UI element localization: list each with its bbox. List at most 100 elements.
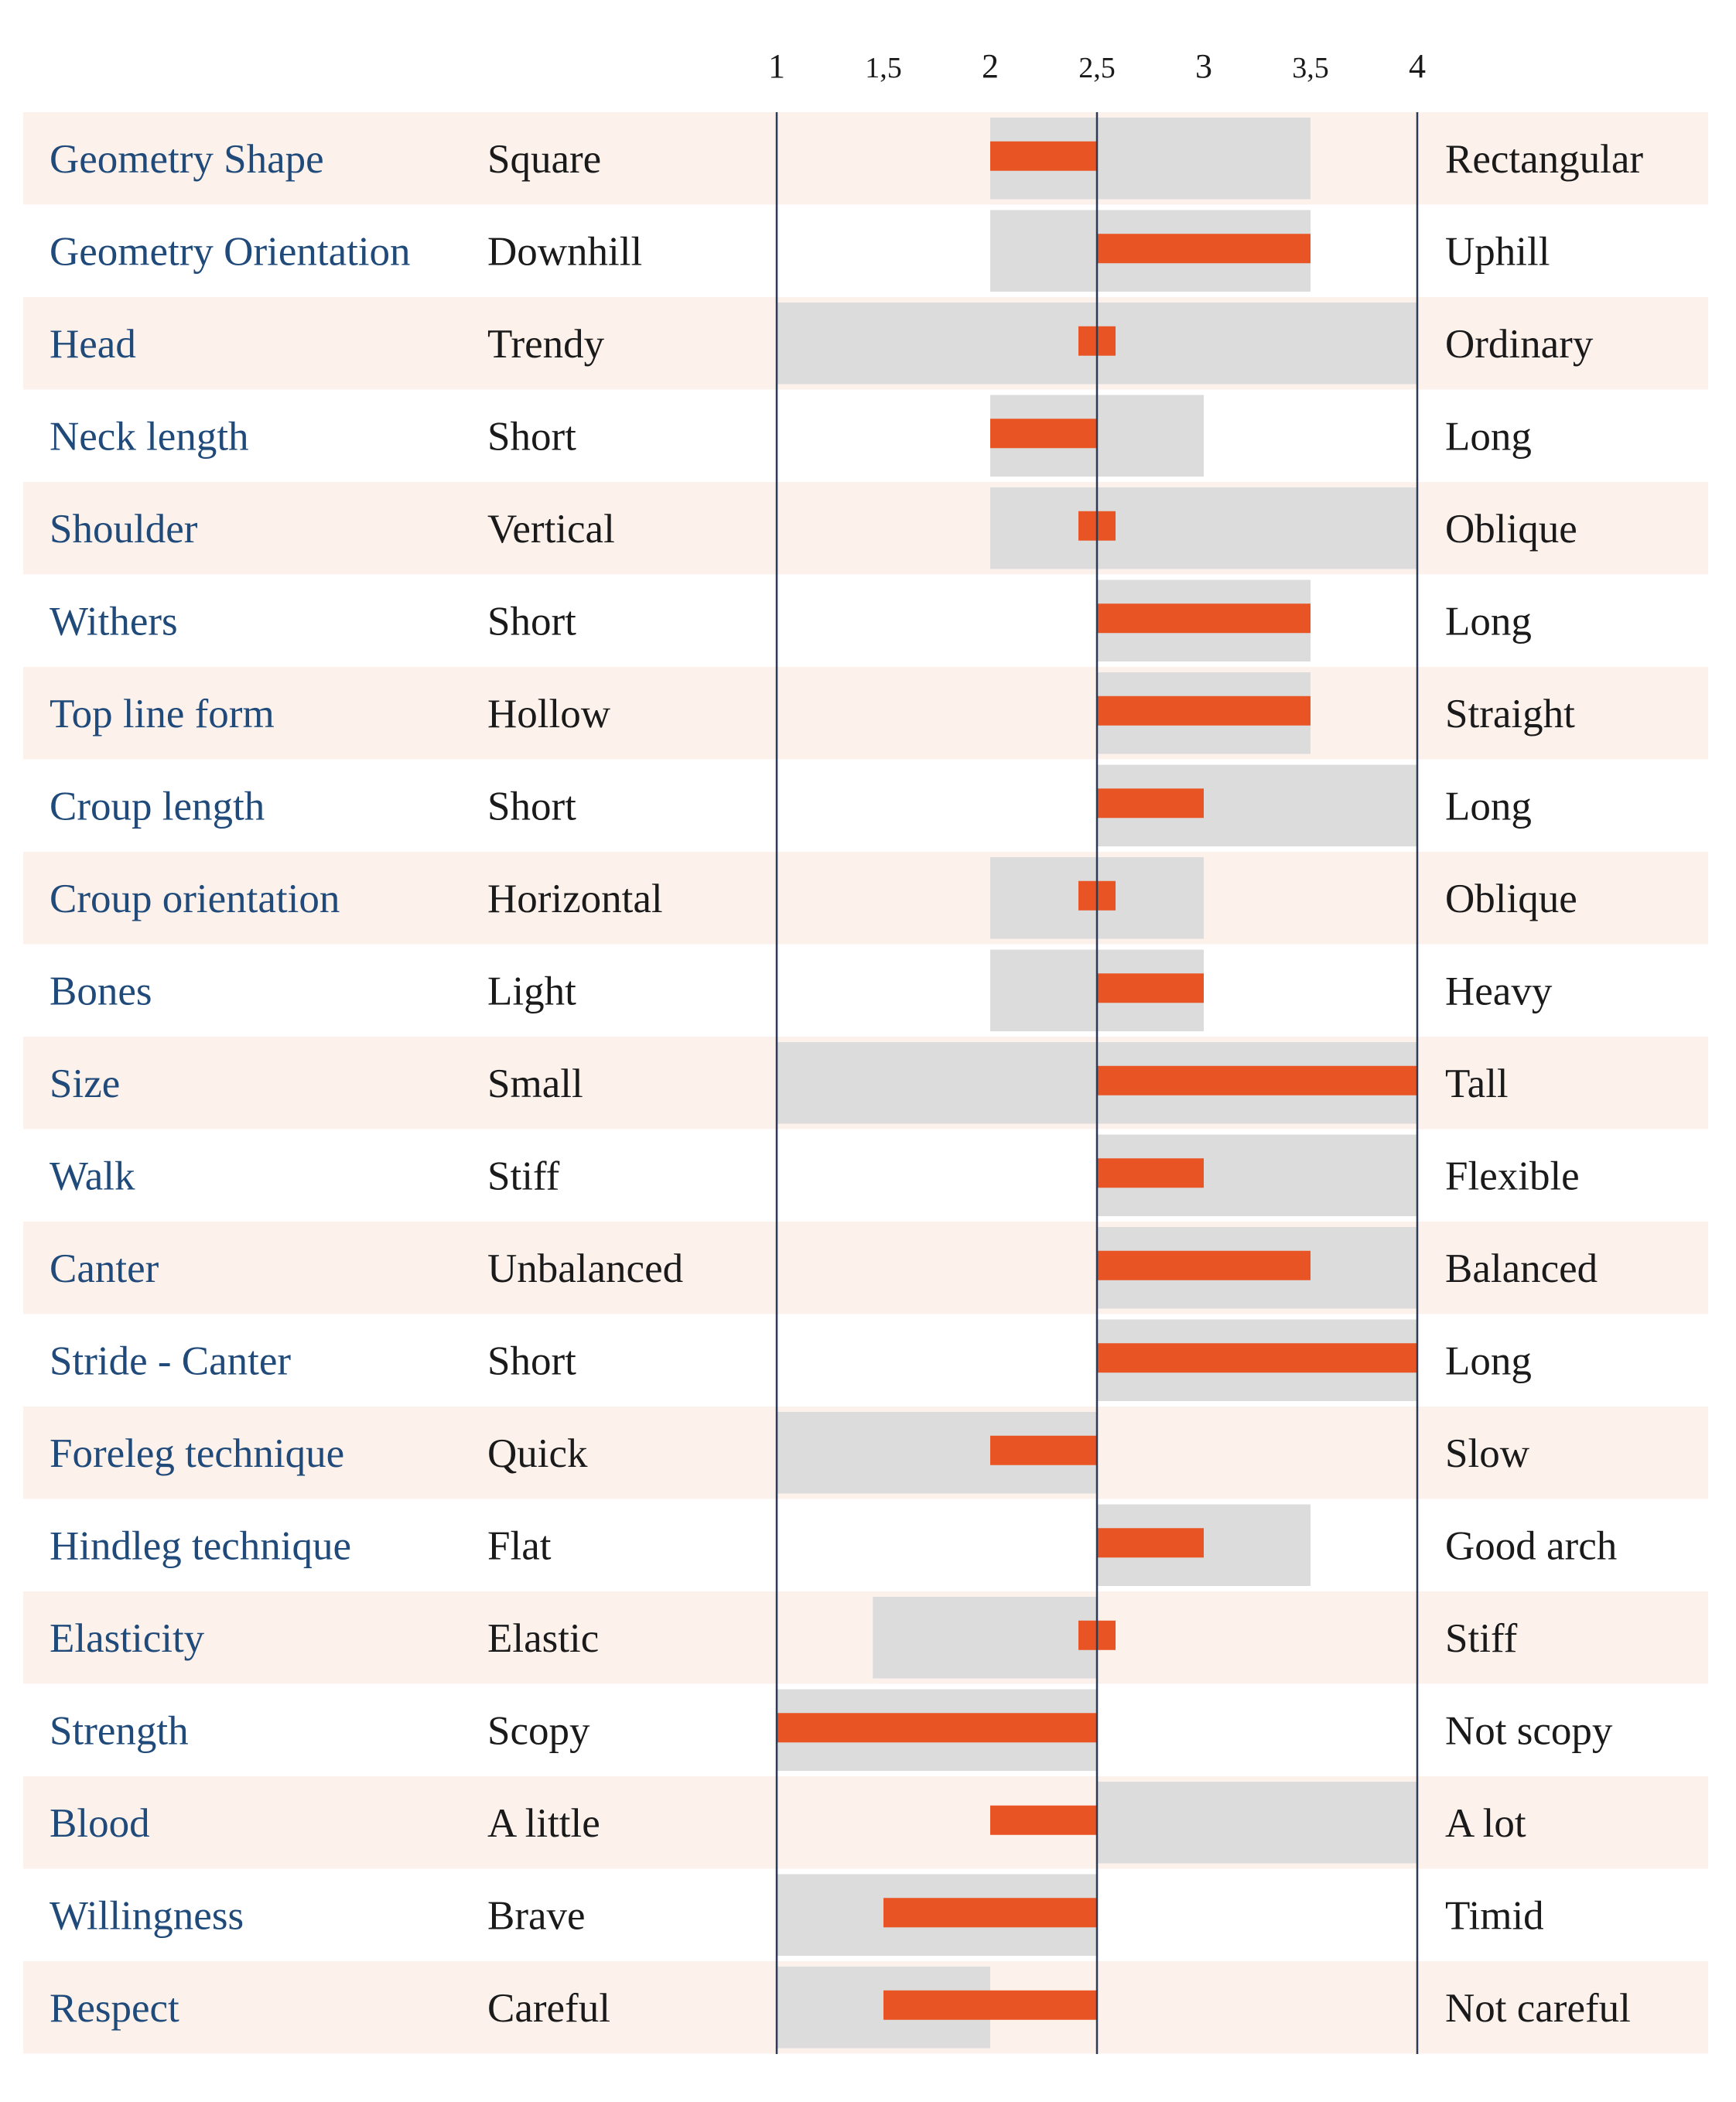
tick-label: 1,5 (865, 52, 902, 84)
row-background (23, 1591, 1708, 1684)
trait-label: Geometry Shape (50, 137, 324, 182)
low-label: A little (487, 1801, 600, 1846)
value-bar (990, 1435, 1097, 1465)
trait-label: Top line form (50, 692, 275, 737)
tick-label: 2 (982, 47, 999, 85)
high-label: Long (1445, 414, 1532, 459)
value-bar (1097, 1343, 1417, 1373)
row-background (23, 852, 1708, 945)
tick-label: 3 (1195, 47, 1212, 85)
low-label: Quick (487, 1431, 588, 1476)
x-axis-ticks: 1 1,5 2 2,5 3 3,5 4 (768, 47, 1426, 85)
trait-label: Elasticity (50, 1616, 205, 1661)
high-label: Timid (1445, 1893, 1544, 1938)
row-background (23, 1776, 1708, 1869)
high-label: Tall (1445, 1061, 1509, 1106)
value-bar (1097, 1158, 1204, 1188)
value-bar (1097, 973, 1204, 1003)
value-bar (777, 1713, 1097, 1743)
trait-label: Willingness (50, 1893, 244, 1938)
high-label: Ordinary (1445, 322, 1594, 367)
high-label: Long (1445, 784, 1532, 829)
low-label: Horizontal (487, 877, 663, 921)
low-label: Flat (487, 1523, 552, 1568)
trait-label: Strength (50, 1708, 189, 1753)
row-labels: Geometry Shape Square Rectangular Geometry … (50, 137, 1643, 2031)
low-label: Scopy (487, 1708, 590, 1753)
trait-label: Canter (50, 1246, 159, 1291)
trait-label: Shoulder (50, 507, 198, 552)
value-bar (1097, 788, 1204, 819)
low-label: Brave (487, 1893, 586, 1938)
value-bar (990, 1805, 1097, 1835)
high-label: Flexible (1445, 1154, 1580, 1198)
high-label: Oblique (1445, 507, 1577, 552)
row-background (23, 482, 1708, 575)
trait-label: Stride - Canter (50, 1338, 291, 1383)
value-bar (990, 141, 1097, 171)
tick-label: 2,5 (1078, 52, 1116, 84)
low-label: Small (487, 1061, 583, 1106)
trait-label: Hindleg technique (50, 1523, 351, 1568)
trait-label: Croup orientation (50, 877, 340, 921)
trait-label: Foreleg technique (50, 1431, 344, 1476)
row-background (23, 1222, 1708, 1314)
axis-lines (775, 112, 1419, 2054)
low-label: Trendy (487, 322, 605, 367)
high-label: Rectangular (1445, 137, 1643, 182)
low-label: Short (487, 784, 576, 829)
range-bar (873, 1597, 1097, 1679)
trait-label: Walk (50, 1154, 135, 1198)
high-label: Stiff (1445, 1616, 1518, 1661)
high-label: Good arch (1445, 1523, 1617, 1568)
high-label: Not careful (1445, 1986, 1631, 2031)
tick-label: 4 (1409, 47, 1426, 85)
range-bar (990, 487, 1417, 569)
low-label: Short (487, 414, 576, 459)
high-label: Not scopy (1445, 1708, 1613, 1753)
tick-label: 1 (768, 47, 785, 85)
high-label: Slow (1445, 1431, 1530, 1476)
low-label: Vertical (487, 507, 615, 552)
high-label: Oblique (1445, 877, 1577, 921)
trait-label: Croup length (50, 784, 265, 829)
high-label: Balanced (1445, 1246, 1598, 1291)
low-label: Short (487, 1338, 576, 1383)
value-bar (1097, 1528, 1204, 1558)
value-bar (883, 1990, 1097, 2020)
value-bar (1097, 696, 1311, 726)
low-label: Careful (487, 1986, 610, 2031)
trait-label: Head (50, 322, 136, 367)
trait-label: Bones (50, 969, 152, 1013)
low-label: Unbalanced (487, 1246, 683, 1291)
low-label: Downhill (487, 229, 642, 274)
value-bar (1097, 603, 1311, 634)
high-label: Uphill (1445, 229, 1550, 274)
trait-label: Size (50, 1061, 120, 1106)
value-bar (1097, 1065, 1417, 1095)
value-bars (777, 141, 1417, 2020)
value-bar (990, 419, 1097, 449)
low-label: Hollow (487, 692, 611, 737)
low-label: Short (487, 599, 576, 644)
row-background (23, 112, 1708, 205)
high-label: Long (1445, 1338, 1532, 1383)
trait-label: Neck length (50, 414, 249, 459)
low-label: Elastic (487, 1616, 599, 1661)
row-background (23, 667, 1708, 760)
value-bar (883, 1898, 1097, 1928)
high-label: Straight (1445, 692, 1575, 737)
value-bar (1097, 234, 1311, 264)
trait-label: Geometry Orientation (50, 229, 411, 274)
low-label: Stiff (487, 1154, 560, 1198)
trait-label: Blood (50, 1801, 150, 1846)
value-bar (1097, 1250, 1311, 1280)
high-label: Heavy (1445, 969, 1553, 1013)
low-label: Square (487, 137, 601, 182)
trait-label: Withers (50, 599, 178, 644)
trait-label: Respect (50, 1986, 179, 2031)
range-bar (1097, 1782, 1417, 1864)
tick-label: 3,5 (1292, 52, 1329, 84)
high-label: A lot (1445, 1801, 1526, 1846)
